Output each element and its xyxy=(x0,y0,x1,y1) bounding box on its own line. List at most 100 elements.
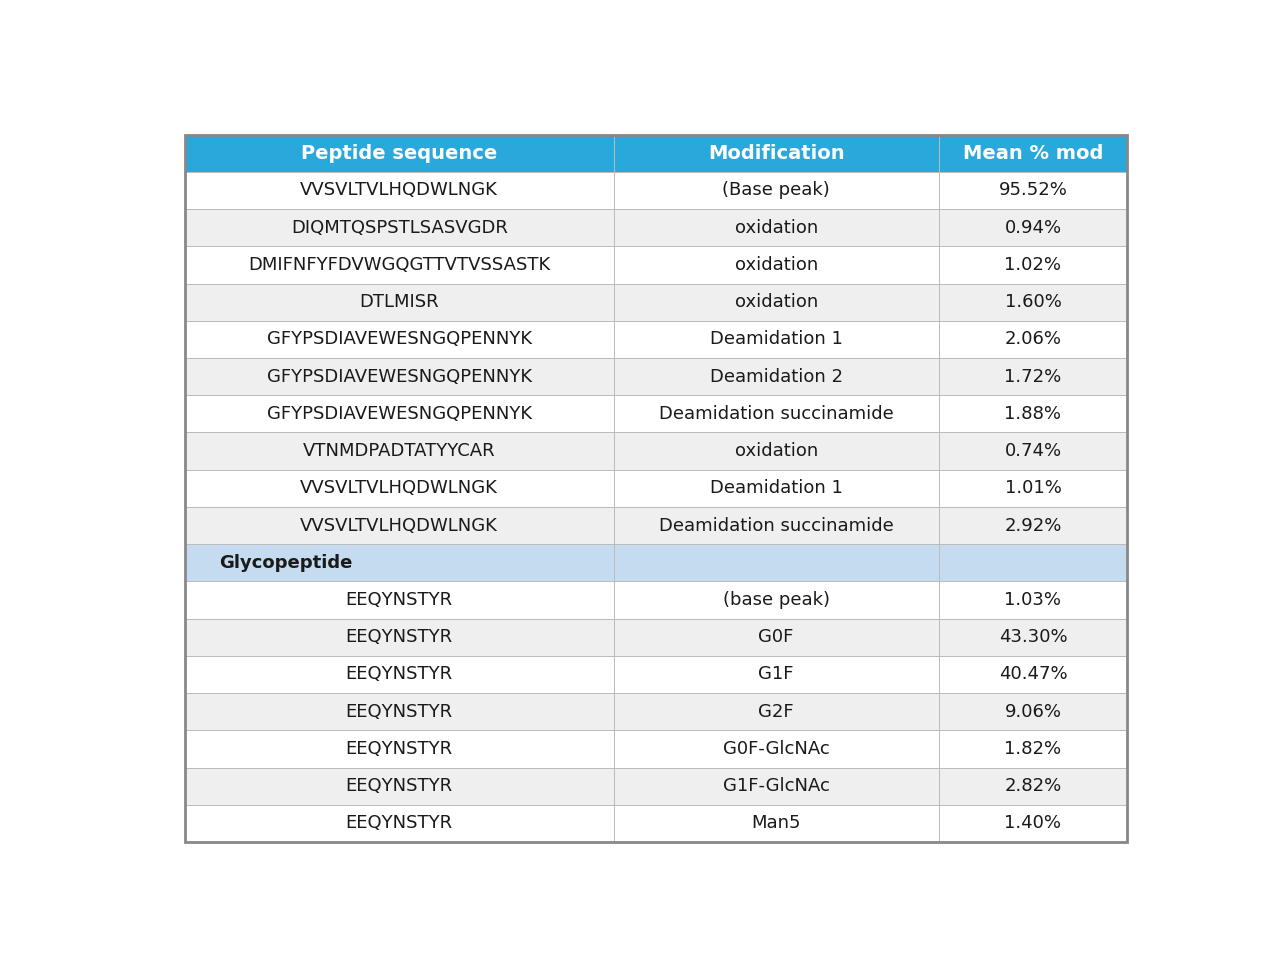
Bar xyxy=(184,693,613,730)
Text: 1.72%: 1.72% xyxy=(1005,367,1061,386)
Bar xyxy=(613,730,938,768)
Text: EEQYNSTYR: EEQYNSTYR xyxy=(346,665,453,684)
Text: EEQYNSTYR: EEQYNSTYR xyxy=(346,740,453,758)
Text: GFYPSDIAVEWESNGQPENNYK: GFYPSDIAVEWESNGQPENNYK xyxy=(266,367,531,386)
Text: Deamidation succinamide: Deamidation succinamide xyxy=(659,405,893,423)
Text: DIQMTQSPSTLSASVGDR: DIQMTQSPSTLSASVGDR xyxy=(291,219,508,237)
Text: 0.74%: 0.74% xyxy=(1005,442,1061,460)
Text: oxidation: oxidation xyxy=(735,256,818,274)
Text: 1.01%: 1.01% xyxy=(1005,480,1061,497)
Text: 1.03%: 1.03% xyxy=(1005,591,1061,609)
Bar xyxy=(938,470,1128,507)
Bar xyxy=(938,693,1128,730)
Bar xyxy=(613,768,938,805)
Bar xyxy=(938,172,1128,209)
Bar xyxy=(613,581,938,619)
Bar xyxy=(613,321,938,358)
Bar xyxy=(613,805,938,842)
Bar xyxy=(613,209,938,247)
Bar xyxy=(184,805,613,842)
Bar xyxy=(938,656,1128,693)
Text: 43.30%: 43.30% xyxy=(998,629,1068,646)
Bar xyxy=(613,396,938,432)
Text: 2.82%: 2.82% xyxy=(1005,777,1061,795)
Bar xyxy=(184,396,613,432)
Bar xyxy=(613,619,938,656)
Text: G2F: G2F xyxy=(758,703,794,720)
Bar xyxy=(613,134,938,172)
Bar xyxy=(184,581,613,619)
Bar xyxy=(184,172,613,209)
Text: VVSVLTVLHQDWLNGK: VVSVLTVLHQDWLNGK xyxy=(301,480,498,497)
Text: G0F: G0F xyxy=(759,629,794,646)
Bar xyxy=(613,656,938,693)
Text: VTNMDPADTATYYCAR: VTNMDPADTATYYCAR xyxy=(303,442,495,460)
Text: 1.02%: 1.02% xyxy=(1005,256,1061,274)
Bar xyxy=(938,507,1128,544)
Bar xyxy=(184,544,1128,581)
Text: EEQYNSTYR: EEQYNSTYR xyxy=(346,814,453,833)
Text: oxidation: oxidation xyxy=(735,219,818,237)
Text: VVSVLTVLHQDWLNGK: VVSVLTVLHQDWLNGK xyxy=(301,182,498,199)
Bar xyxy=(938,619,1128,656)
Text: 1.60%: 1.60% xyxy=(1005,293,1061,311)
Text: DTLMISR: DTLMISR xyxy=(360,293,439,311)
Text: G1F-GlcNAc: G1F-GlcNAc xyxy=(723,777,829,795)
Text: 1.88%: 1.88% xyxy=(1005,405,1061,423)
Text: 95.52%: 95.52% xyxy=(998,182,1068,199)
Text: EEQYNSTYR: EEQYNSTYR xyxy=(346,591,453,609)
Text: (Base peak): (Base peak) xyxy=(722,182,829,199)
Bar xyxy=(938,247,1128,283)
Text: GFYPSDIAVEWESNGQPENNYK: GFYPSDIAVEWESNGQPENNYK xyxy=(266,331,531,348)
Bar xyxy=(613,693,938,730)
Bar xyxy=(613,358,938,396)
Bar xyxy=(938,581,1128,619)
Text: 9.06%: 9.06% xyxy=(1005,703,1061,720)
Text: 40.47%: 40.47% xyxy=(998,665,1068,684)
Text: Peptide sequence: Peptide sequence xyxy=(301,144,498,162)
Bar xyxy=(938,134,1128,172)
Text: oxidation: oxidation xyxy=(735,442,818,460)
Text: G1F: G1F xyxy=(759,665,794,684)
Text: oxidation: oxidation xyxy=(735,293,818,311)
Bar xyxy=(613,172,938,209)
Bar xyxy=(613,432,938,470)
Bar xyxy=(184,730,613,768)
Text: 2.92%: 2.92% xyxy=(1005,516,1061,535)
Bar xyxy=(938,396,1128,432)
Bar xyxy=(184,470,613,507)
Text: Mean % mod: Mean % mod xyxy=(963,144,1103,162)
Bar xyxy=(938,432,1128,470)
Text: Deamidation succinamide: Deamidation succinamide xyxy=(659,516,893,535)
Text: GFYPSDIAVEWESNGQPENNYK: GFYPSDIAVEWESNGQPENNYK xyxy=(266,405,531,423)
Bar xyxy=(938,283,1128,321)
Bar xyxy=(613,470,938,507)
Bar xyxy=(613,283,938,321)
Bar xyxy=(938,321,1128,358)
Bar xyxy=(938,768,1128,805)
Text: 1.40%: 1.40% xyxy=(1005,814,1061,833)
Bar xyxy=(184,358,613,396)
Bar xyxy=(613,507,938,544)
Text: 2.06%: 2.06% xyxy=(1005,331,1061,348)
Text: 1.82%: 1.82% xyxy=(1005,740,1061,758)
Bar xyxy=(184,768,613,805)
Text: Deamidation 1: Deamidation 1 xyxy=(709,331,842,348)
Bar xyxy=(938,358,1128,396)
Bar xyxy=(938,209,1128,247)
Bar xyxy=(184,619,613,656)
Text: Man5: Man5 xyxy=(751,814,801,833)
Bar xyxy=(184,432,613,470)
Text: VVSVLTVLHQDWLNGK: VVSVLTVLHQDWLNGK xyxy=(301,516,498,535)
Text: (base peak): (base peak) xyxy=(723,591,829,609)
Text: Deamidation 2: Deamidation 2 xyxy=(709,367,842,386)
Bar xyxy=(938,805,1128,842)
Text: DMIFNFYFDVWGQGTTVTVSSASTK: DMIFNFYFDVWGQGTTVTVSSASTK xyxy=(248,256,550,274)
Bar xyxy=(184,134,613,172)
Bar xyxy=(184,209,613,247)
Text: Glycopeptide: Glycopeptide xyxy=(219,554,352,571)
Text: 0.94%: 0.94% xyxy=(1005,219,1061,237)
Bar xyxy=(184,283,613,321)
Bar xyxy=(184,507,613,544)
Text: Modification: Modification xyxy=(708,144,845,162)
